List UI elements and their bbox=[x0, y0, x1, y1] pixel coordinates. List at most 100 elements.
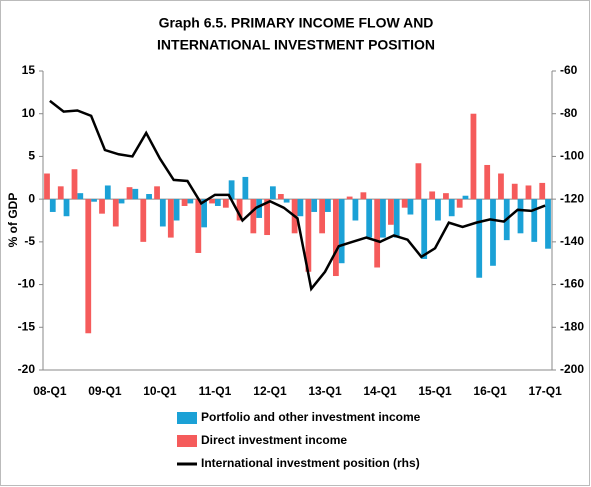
y-tick-label: 5 bbox=[28, 149, 35, 163]
y-tick-label: 10 bbox=[22, 106, 36, 120]
bar bbox=[325, 199, 331, 212]
bar bbox=[374, 199, 381, 268]
bar bbox=[187, 199, 194, 204]
bar bbox=[181, 199, 188, 206]
y-tick-label: 15 bbox=[22, 63, 36, 77]
y-tick-label: 0 bbox=[28, 191, 35, 205]
bar bbox=[85, 199, 92, 334]
bar bbox=[456, 199, 463, 208]
bar bbox=[338, 199, 345, 264]
bar bbox=[415, 163, 422, 200]
bar bbox=[256, 199, 263, 218]
bar bbox=[319, 199, 326, 234]
bar bbox=[140, 199, 147, 242]
chart-title: INTERNATIONAL INVESTMENT POSITION bbox=[157, 37, 435, 53]
bar bbox=[167, 199, 174, 238]
bar bbox=[214, 199, 221, 206]
y2-tick-label: -160 bbox=[560, 277, 584, 291]
y-tick-label: -15 bbox=[18, 319, 36, 333]
y2-tick-label: -60 bbox=[560, 63, 578, 77]
bar bbox=[269, 186, 276, 200]
bar bbox=[332, 199, 339, 277]
bar bbox=[154, 186, 160, 200]
bar bbox=[366, 199, 373, 238]
legend-label: Direct investment income bbox=[201, 433, 347, 447]
y2-tick-label: -180 bbox=[560, 319, 584, 333]
bar bbox=[421, 199, 428, 259]
bar bbox=[490, 199, 496, 266]
bar bbox=[476, 199, 483, 278]
y2-tick-label: -140 bbox=[560, 234, 584, 248]
bar bbox=[236, 199, 243, 221]
bar bbox=[126, 187, 133, 200]
x-tick-label: 10-Q1 bbox=[143, 384, 177, 398]
bar bbox=[380, 199, 386, 238]
x-tick-label: 16-Q1 bbox=[473, 384, 507, 398]
x-tick-label: 17-Q1 bbox=[528, 384, 562, 398]
bar bbox=[511, 183, 518, 200]
bar bbox=[63, 199, 70, 217]
bar bbox=[517, 199, 524, 234]
y-tick-label: -20 bbox=[18, 362, 36, 376]
y-axis-label: % of GDP bbox=[6, 193, 20, 248]
y2-tick-label: -200 bbox=[560, 362, 584, 376]
bar bbox=[77, 193, 84, 200]
chart-title: Graph 6.5. PRIMARY INCOME FLOW AND bbox=[159, 15, 434, 31]
bar bbox=[264, 199, 270, 236]
bar bbox=[209, 199, 215, 204]
bar bbox=[525, 185, 532, 200]
bar bbox=[401, 199, 408, 208]
x-tick-label: 15-Q1 bbox=[418, 384, 452, 398]
bar bbox=[118, 199, 125, 204]
bar bbox=[242, 176, 249, 200]
bar bbox=[146, 194, 152, 200]
bar bbox=[277, 194, 284, 200]
y-tick-label: -10 bbox=[18, 277, 36, 291]
bar bbox=[201, 199, 207, 228]
bar bbox=[448, 199, 455, 217]
x-tick-label: 12-Q1 bbox=[253, 384, 287, 398]
bar bbox=[545, 199, 551, 249]
bar bbox=[484, 164, 491, 200]
bar bbox=[429, 191, 436, 200]
x-tick-label: 14-Q1 bbox=[363, 384, 397, 398]
bar bbox=[283, 199, 290, 203]
bar bbox=[393, 199, 400, 238]
bar bbox=[112, 199, 119, 227]
bar bbox=[498, 173, 504, 200]
legend-swatch bbox=[177, 435, 197, 447]
bar bbox=[57, 186, 64, 200]
bar bbox=[228, 180, 235, 200]
x-tick-label: 08-Q1 bbox=[33, 384, 67, 398]
bar bbox=[49, 199, 56, 212]
bar bbox=[462, 195, 469, 200]
bar bbox=[91, 199, 97, 202]
x-tick-label: 09-Q1 bbox=[88, 384, 122, 398]
x-tick-label: 13-Q1 bbox=[308, 384, 342, 398]
legend-swatch bbox=[177, 412, 197, 424]
bar bbox=[388, 199, 394, 225]
bar bbox=[132, 188, 139, 200]
bar bbox=[173, 199, 180, 221]
bar bbox=[311, 199, 318, 212]
line bbox=[49, 99, 546, 292]
x-tick-label: 11-Q1 bbox=[199, 384, 232, 398]
legend-label: International investment position (rhs) bbox=[201, 456, 420, 470]
bar bbox=[539, 182, 546, 200]
bar bbox=[531, 199, 538, 242]
legend-label: Portfolio and other investment income bbox=[201, 410, 421, 424]
bar bbox=[360, 192, 367, 200]
bar bbox=[44, 173, 50, 200]
y2-tick-label: -80 bbox=[560, 106, 578, 120]
bar bbox=[104, 185, 111, 200]
bar bbox=[250, 199, 257, 234]
bar bbox=[470, 113, 477, 200]
bar bbox=[159, 199, 166, 227]
bar bbox=[297, 199, 304, 217]
bar bbox=[443, 193, 449, 200]
y2-tick-label: -120 bbox=[560, 191, 584, 205]
bar bbox=[99, 199, 105, 214]
bar bbox=[352, 199, 359, 221]
